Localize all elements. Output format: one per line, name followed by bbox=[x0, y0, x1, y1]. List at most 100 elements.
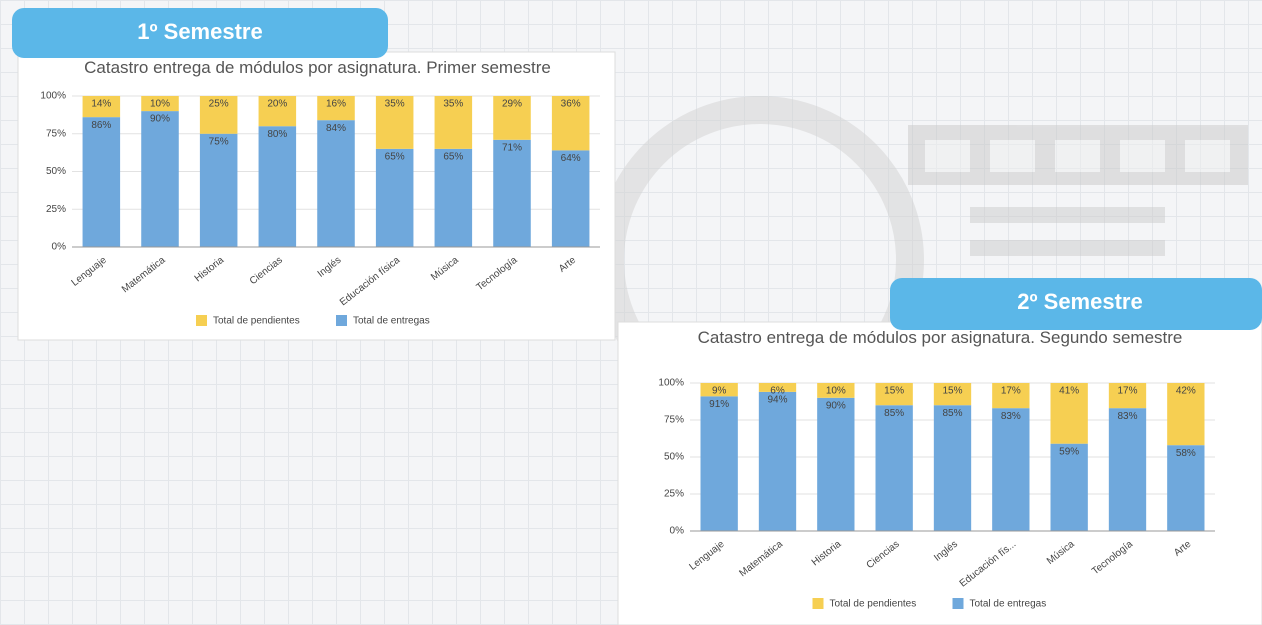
data-label: 59% bbox=[1059, 446, 1079, 457]
bar-segment bbox=[141, 96, 179, 112]
legend-swatch bbox=[196, 315, 207, 326]
data-label: 83% bbox=[1001, 411, 1021, 422]
y-tick-label: 100% bbox=[658, 378, 684, 389]
data-label: 71% bbox=[502, 142, 522, 153]
data-label: 84% bbox=[326, 123, 346, 134]
bar-segment bbox=[82, 96, 121, 118]
bar-segment bbox=[375, 96, 414, 149]
bar-segment bbox=[758, 383, 797, 392]
data-label: 90% bbox=[826, 400, 846, 411]
data-label: 94% bbox=[767, 395, 787, 406]
bar-segment bbox=[992, 408, 1030, 531]
data-label: 15% bbox=[942, 386, 962, 397]
bar-segment bbox=[758, 391, 797, 531]
bar-segment bbox=[199, 133, 238, 247]
bar-segment bbox=[817, 383, 855, 398]
bar-segment bbox=[817, 397, 855, 531]
bar-segment bbox=[199, 96, 238, 134]
data-label: 58% bbox=[1176, 448, 1196, 459]
bar-segment bbox=[551, 150, 590, 247]
y-tick-label: 0% bbox=[52, 242, 67, 253]
data-label: 16% bbox=[326, 99, 346, 110]
data-label: 20% bbox=[267, 99, 287, 110]
section-label: 1º Semestre bbox=[137, 19, 262, 44]
bar-segment bbox=[551, 96, 590, 151]
bar-segment bbox=[493, 96, 531, 140]
y-tick-label: 50% bbox=[46, 166, 66, 177]
data-label: 65% bbox=[443, 151, 463, 162]
data-label: 6% bbox=[770, 386, 785, 397]
data-label: 29% bbox=[502, 99, 522, 110]
section-badge bbox=[12, 8, 388, 58]
bar-segment bbox=[1167, 383, 1205, 446]
bar-segment bbox=[434, 148, 473, 247]
bar-segment bbox=[434, 96, 473, 149]
bar-segment bbox=[317, 120, 355, 247]
y-tick-label: 50% bbox=[664, 452, 684, 463]
bar-segment bbox=[493, 139, 531, 247]
legend-swatch bbox=[336, 315, 347, 326]
bar-segment bbox=[258, 126, 297, 247]
bar-segment bbox=[992, 383, 1030, 409]
bar-segment bbox=[875, 405, 913, 531]
y-tick-label: 0% bbox=[670, 526, 685, 537]
bar-segment bbox=[258, 96, 297, 127]
legend-label: Total de pendientes bbox=[830, 599, 917, 610]
data-label: 15% bbox=[884, 386, 904, 397]
bar-segment bbox=[82, 117, 121, 247]
bar-segment bbox=[141, 111, 179, 247]
data-label: 35% bbox=[385, 99, 405, 110]
data-label: 42% bbox=[1176, 386, 1196, 397]
chart-title: Catastro entrega de módulos por asignatu… bbox=[84, 60, 551, 77]
section-label: 2º Semestre bbox=[1017, 289, 1142, 314]
data-label: 10% bbox=[826, 386, 846, 397]
y-tick-label: 75% bbox=[46, 128, 66, 139]
y-tick-label: 75% bbox=[664, 415, 684, 426]
data-label: 9% bbox=[712, 386, 727, 397]
data-label: 17% bbox=[1117, 386, 1137, 397]
data-label: 35% bbox=[443, 99, 463, 110]
data-label: 65% bbox=[385, 151, 405, 162]
section-badge bbox=[890, 278, 1262, 330]
bar-segment bbox=[1167, 445, 1205, 531]
y-tick-label: 100% bbox=[40, 91, 66, 102]
legend-swatch bbox=[812, 598, 824, 609]
bar-segment bbox=[317, 96, 355, 121]
data-label: 90% bbox=[150, 114, 170, 125]
data-label: 25% bbox=[209, 99, 229, 110]
bar-segment bbox=[375, 148, 414, 247]
data-label: 83% bbox=[1117, 411, 1137, 422]
legend-label: Total de pendientes bbox=[213, 316, 300, 327]
data-label: 85% bbox=[884, 408, 904, 419]
data-label: 41% bbox=[1059, 386, 1079, 397]
chart-title: Catastro entrega de módulos por asignatu… bbox=[697, 330, 1183, 347]
y-tick-label: 25% bbox=[664, 489, 684, 500]
chart-title-box: Catastro entrega de módulos por asignatu… bbox=[84, 60, 551, 77]
data-label: 14% bbox=[91, 99, 111, 110]
legend-swatch bbox=[952, 598, 964, 609]
data-label: 36% bbox=[561, 99, 581, 110]
bar-segment bbox=[700, 396, 738, 531]
y-tick-label: 25% bbox=[46, 204, 66, 215]
data-label: 85% bbox=[942, 408, 962, 419]
bar-segment bbox=[933, 383, 972, 406]
data-label: 80% bbox=[267, 129, 287, 140]
data-label: 17% bbox=[1001, 386, 1021, 397]
bar-segment bbox=[1108, 408, 1147, 531]
legend-label: Total de entregas bbox=[970, 599, 1047, 610]
data-label: 64% bbox=[561, 153, 581, 164]
bar-segment bbox=[933, 405, 972, 531]
bar-segment bbox=[1108, 383, 1147, 409]
legend-label: Total de entregas bbox=[353, 316, 430, 327]
bar-segment bbox=[875, 383, 913, 406]
bar-segment bbox=[1050, 443, 1088, 531]
data-label: 10% bbox=[150, 99, 170, 110]
data-label: 75% bbox=[209, 136, 229, 147]
data-label: 91% bbox=[709, 399, 729, 410]
data-label: 86% bbox=[91, 120, 111, 131]
chart-title-box: Catastro entrega de módulos por asignatu… bbox=[697, 330, 1183, 347]
bar-segment bbox=[1050, 383, 1088, 444]
bar-segment bbox=[700, 383, 738, 397]
